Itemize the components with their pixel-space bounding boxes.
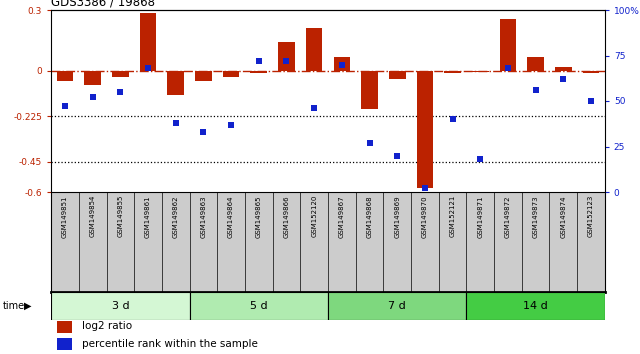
- Text: 14 d: 14 d: [524, 301, 548, 311]
- Bar: [582, 71, 599, 73]
- Bar: [223, 71, 239, 77]
- Bar: [472, 71, 488, 72]
- Text: log2 ratio: log2 ratio: [82, 321, 132, 331]
- Text: GSM149854: GSM149854: [90, 195, 96, 238]
- Text: GSM149864: GSM149864: [228, 195, 234, 238]
- Text: GSM149869: GSM149869: [394, 195, 400, 238]
- Text: 3 d: 3 d: [111, 301, 129, 311]
- Bar: [140, 13, 156, 71]
- Text: GSM149872: GSM149872: [505, 195, 511, 238]
- Bar: [555, 67, 572, 71]
- Text: GDS3386 / 19868: GDS3386 / 19868: [51, 0, 156, 9]
- Bar: [389, 71, 406, 79]
- Bar: [195, 71, 212, 81]
- Text: GSM149871: GSM149871: [477, 195, 483, 238]
- Bar: [250, 71, 267, 73]
- Bar: [444, 71, 461, 73]
- Text: GSM149863: GSM149863: [200, 195, 207, 238]
- Bar: [189, 292, 328, 320]
- Text: 7 d: 7 d: [388, 301, 406, 311]
- Text: time: time: [3, 301, 26, 311]
- Text: GSM149866: GSM149866: [284, 195, 289, 238]
- Text: GSM149873: GSM149873: [532, 195, 539, 238]
- Bar: [57, 338, 72, 350]
- Bar: [500, 19, 516, 71]
- Text: GSM152121: GSM152121: [449, 195, 456, 238]
- Text: GSM152120: GSM152120: [311, 195, 317, 238]
- Bar: [328, 292, 467, 320]
- Bar: [467, 292, 605, 320]
- Bar: [306, 28, 323, 71]
- Bar: [51, 292, 189, 320]
- Bar: [278, 42, 295, 71]
- Bar: [168, 71, 184, 95]
- Text: GSM149861: GSM149861: [145, 195, 151, 238]
- Text: GSM152123: GSM152123: [588, 195, 594, 238]
- Text: GSM149868: GSM149868: [367, 195, 372, 238]
- Text: GSM149862: GSM149862: [173, 195, 179, 238]
- Bar: [417, 71, 433, 188]
- Text: GSM149851: GSM149851: [62, 195, 68, 238]
- Bar: [112, 71, 129, 77]
- Text: GSM149874: GSM149874: [560, 195, 566, 238]
- Text: GSM149865: GSM149865: [256, 195, 262, 238]
- Bar: [57, 71, 74, 81]
- Text: ▶: ▶: [24, 301, 32, 311]
- Text: GSM149867: GSM149867: [339, 195, 345, 238]
- Text: GSM149855: GSM149855: [117, 195, 124, 238]
- Bar: [527, 57, 544, 71]
- Text: GSM149870: GSM149870: [422, 195, 428, 238]
- Text: percentile rank within the sample: percentile rank within the sample: [82, 339, 257, 349]
- Bar: [84, 71, 101, 85]
- Bar: [333, 57, 350, 71]
- Text: 5 d: 5 d: [250, 301, 268, 311]
- Bar: [361, 71, 378, 109]
- Bar: [57, 321, 72, 332]
